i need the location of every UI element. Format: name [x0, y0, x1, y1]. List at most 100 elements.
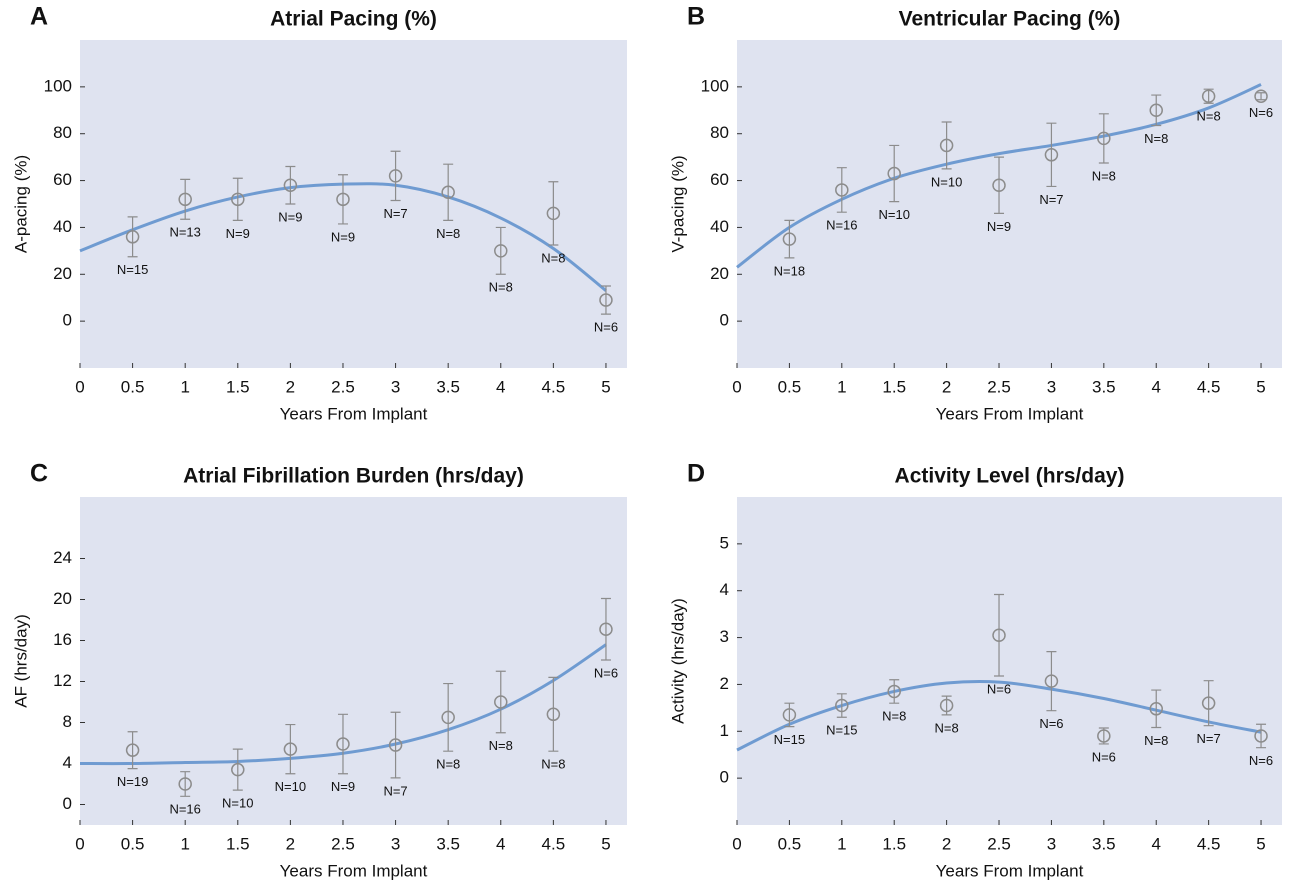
error-bar	[994, 593, 1005, 677]
n-label: N=8	[489, 280, 513, 295]
n-label: N=7	[383, 783, 407, 798]
y-tick-label: 60	[53, 170, 72, 189]
data-point	[1097, 131, 1111, 146]
panel-letter: A	[30, 3, 48, 31]
x-tick-label: 4.5	[542, 834, 566, 853]
error-bar	[548, 676, 559, 752]
n-label: N=8	[935, 720, 959, 735]
data-point	[992, 178, 1006, 193]
n-label: N=8	[1092, 168, 1116, 183]
x-tick-label: 3.5	[436, 834, 460, 853]
error-bar	[180, 771, 191, 797]
x-tick-label: 5	[601, 377, 610, 396]
y-tick-label: 40	[53, 217, 72, 236]
error-bar	[1046, 651, 1057, 712]
error-bar	[784, 702, 795, 728]
n-label: N=19	[117, 774, 148, 789]
n-label: N=9	[278, 209, 302, 224]
n-label: N=6	[594, 665, 618, 680]
x-axis-label: Years From Implant	[936, 404, 1084, 423]
data-point	[283, 178, 298, 193]
y-tick-label: 24	[53, 548, 72, 567]
n-label: N=6	[1249, 105, 1273, 120]
n-label: N=8	[1144, 733, 1168, 748]
chart-title: Ventricular Pacing (%)	[899, 8, 1121, 31]
y-tick-label: 0	[63, 794, 72, 813]
data-point	[887, 684, 901, 699]
error-bar	[1203, 88, 1214, 104]
error-bar	[127, 216, 138, 258]
n-label: N=8	[436, 226, 460, 241]
data-point	[441, 710, 455, 725]
n-label: N=8	[541, 250, 565, 265]
n-label: N=8	[541, 757, 565, 772]
x-tick-label: 3.5	[1092, 377, 1116, 396]
x-tick-label: 4.5	[1197, 377, 1221, 396]
data-point	[441, 185, 455, 200]
plot-area	[80, 497, 627, 825]
chart-title: Activity Level (hrs/day)	[895, 465, 1125, 488]
x-tick-label: 2.5	[987, 834, 1011, 853]
x-tick-label: 2.5	[987, 377, 1011, 396]
data-point	[494, 244, 508, 258]
y-tick-label: 80	[53, 123, 72, 142]
y-axis-label: A-pacing (%)	[11, 155, 30, 253]
x-tick-label: 4.5	[542, 377, 566, 396]
fit-curve	[736, 680, 1262, 752]
error-bar	[127, 731, 138, 770]
n-label: N=9	[226, 226, 250, 241]
error-bar	[1256, 723, 1267, 749]
data-point	[992, 628, 1006, 642]
n-label: N=15	[826, 723, 857, 738]
data-point	[782, 708, 797, 722]
y-axis-label: Activity (hrs/day)	[668, 598, 687, 724]
error-bar	[889, 679, 900, 704]
data-point	[546, 707, 561, 722]
y-tick-label: 80	[710, 123, 729, 142]
error-bar	[495, 670, 506, 734]
data-point	[1149, 702, 1163, 716]
n-label: N=15	[117, 262, 148, 277]
x-tick-label: 0	[732, 834, 741, 853]
n-label: N=7	[383, 206, 407, 221]
error-bar	[836, 167, 847, 213]
data-point	[835, 183, 849, 197]
error-bar	[337, 174, 348, 225]
error-bar	[443, 682, 454, 752]
n-label: N=8	[1197, 109, 1221, 124]
plot-area	[737, 497, 1282, 825]
data-point	[939, 698, 954, 713]
data-point	[939, 138, 954, 153]
n-label: N=6	[594, 320, 618, 335]
y-tick-label: 40	[710, 217, 729, 236]
n-label: N=6	[1249, 753, 1273, 768]
data-point	[336, 737, 350, 751]
x-tick-label: 4	[1151, 377, 1160, 396]
n-label: N=8	[882, 709, 906, 724]
y-tick-label: 2	[720, 674, 729, 693]
error-bar	[836, 693, 847, 718]
data-point	[887, 166, 901, 181]
n-label: N=6	[1092, 749, 1116, 764]
error-bar	[784, 219, 795, 259]
error-bar	[1098, 113, 1109, 164]
x-tick-label: 3	[391, 834, 400, 853]
data-point	[1201, 89, 1216, 103]
data-point	[1097, 729, 1111, 743]
panel-letter: B	[687, 3, 705, 31]
n-label: N=16	[169, 802, 200, 817]
x-tick-label: 0	[732, 377, 741, 396]
x-tick-label: 0.5	[121, 834, 145, 853]
x-tick-label: 4.5	[1197, 834, 1221, 853]
error-bar	[285, 723, 296, 775]
plot-area	[737, 40, 1282, 368]
x-tick-label: 4	[1151, 834, 1160, 853]
n-label: N=10	[931, 174, 962, 189]
error-bar	[390, 150, 401, 202]
x-tick-label: 0.5	[121, 377, 145, 396]
data-point	[283, 742, 298, 756]
n-label: N=10	[222, 796, 253, 811]
n-label: N=9	[331, 779, 355, 794]
x-tick-label: 1	[837, 377, 846, 396]
